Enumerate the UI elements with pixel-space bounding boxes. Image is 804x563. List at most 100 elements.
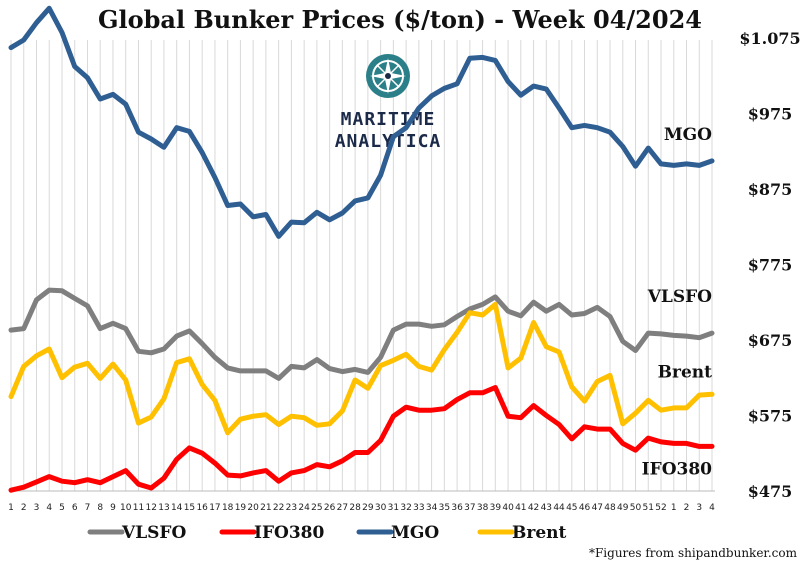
data-point-brent (418, 365, 420, 367)
x-tick-label: 40 (502, 503, 514, 513)
data-point-ifo380 (290, 472, 292, 474)
data-point-ifo380 (303, 470, 305, 472)
x-tick-label: 28 (349, 503, 361, 513)
data-point-mgo (112, 93, 114, 95)
legend-label-mgo: MGO (391, 523, 439, 543)
x-tick-label: 48 (604, 503, 616, 513)
data-point-vlsfo (35, 299, 37, 301)
data-point-vlsfo (673, 334, 675, 336)
data-point-mgo (341, 212, 343, 214)
data-point-brent (596, 380, 598, 382)
data-point-brent (660, 409, 662, 411)
x-tick-label: 39 (490, 503, 502, 513)
data-point-ifo380 (99, 482, 101, 484)
data-point-mgo (405, 127, 407, 129)
x-tick-label: 33 (413, 503, 424, 513)
series-line-mgo (8, 5, 715, 239)
data-point-mgo (392, 136, 394, 138)
data-point-ifo380 (163, 477, 165, 479)
data-point-mgo (61, 31, 63, 33)
data-point-ifo380 (443, 408, 445, 410)
x-tick-label: 3 (696, 503, 702, 513)
data-point-brent (635, 412, 637, 414)
data-point-vlsfo (571, 314, 573, 316)
data-point-brent (99, 377, 101, 379)
data-point-vlsfo (10, 329, 12, 331)
data-point-ifo380 (188, 447, 190, 449)
x-tick-label: 31 (388, 503, 399, 513)
data-point-mgo (431, 95, 433, 97)
data-point-vlsfo (584, 312, 586, 314)
data-point-ifo380 (405, 406, 407, 408)
data-point-brent (227, 432, 229, 434)
data-point-ifo380 (86, 479, 88, 481)
data-point-brent (647, 399, 649, 401)
y-tick-label: $1.075 (739, 29, 800, 48)
x-tick-label: 9 (110, 503, 116, 513)
data-point-vlsfo (201, 343, 203, 345)
data-point-brent (265, 414, 267, 416)
data-point-brent (86, 362, 88, 364)
data-point-mgo (584, 124, 586, 126)
data-point-vlsfo (188, 330, 190, 332)
data-point-vlsfo (99, 328, 101, 330)
data-point-ifo380 (23, 486, 25, 488)
x-tick-label: 38 (477, 503, 489, 513)
x-tick-label: 5 (59, 503, 65, 513)
data-point-vlsfo (214, 356, 216, 358)
data-point-ifo380 (635, 449, 637, 451)
data-point-ifo380 (431, 409, 433, 411)
x-tick-label: 52 (655, 503, 666, 513)
data-point-brent (443, 349, 445, 351)
data-point-vlsfo (176, 335, 178, 337)
data-point-ifo380 (201, 452, 203, 454)
data-point-ifo380 (660, 441, 662, 443)
data-point-brent (176, 362, 178, 364)
data-point-brent (698, 394, 700, 396)
data-point-ifo380 (61, 480, 63, 482)
data-point-vlsfo (341, 371, 343, 373)
data-point-mgo (303, 222, 305, 224)
data-point-vlsfo (405, 323, 407, 325)
data-point-mgo (660, 163, 662, 165)
data-point-mgo (494, 59, 496, 61)
data-point-brent (431, 369, 433, 371)
data-point-ifo380 (469, 392, 471, 394)
data-point-brent (35, 355, 37, 357)
data-point-vlsfo (418, 323, 420, 325)
data-point-vlsfo (265, 370, 267, 372)
data-point-ifo380 (265, 470, 267, 472)
data-point-vlsfo (507, 310, 509, 312)
x-tick-label: 41 (515, 503, 526, 513)
data-point-ifo380 (673, 442, 675, 444)
data-point-brent (545, 346, 547, 348)
y-tick-label: $875 (748, 180, 793, 199)
x-tick-label: 49 (617, 503, 629, 513)
x-tick-label: 34 (426, 503, 438, 513)
data-point-mgo (380, 174, 382, 176)
x-tick-label: 7 (85, 503, 91, 513)
data-point-mgo (74, 65, 76, 67)
x-tick-label: 24 (298, 503, 310, 513)
data-point-mgo (214, 177, 216, 179)
data-point-brent (622, 423, 624, 425)
x-tick-label: 18 (222, 503, 234, 513)
data-point-vlsfo (252, 370, 254, 372)
x-tick-label: 22 (273, 503, 284, 513)
x-tick-label: 45 (566, 503, 577, 513)
x-tick-label: 29 (362, 503, 374, 513)
x-tick-label: 36 (451, 503, 463, 513)
data-point-brent (392, 359, 394, 361)
data-point-brent (278, 424, 280, 426)
x-tick-label: 50 (630, 503, 642, 513)
data-point-ifo380 (584, 426, 586, 428)
data-point-vlsfo (533, 301, 535, 303)
data-point-ifo380 (558, 424, 560, 426)
legend-label-ifo380: IFO380 (254, 523, 324, 543)
x-tick-label: 11 (133, 503, 144, 513)
y-axis-ticks: $475 $575 $675 $775 $875 $975 $1.075 (739, 29, 800, 501)
data-point-vlsfo (622, 340, 624, 342)
x-tick-label: 15 (184, 503, 195, 513)
source-note: *Figures from shipandbunker.com (589, 546, 798, 560)
